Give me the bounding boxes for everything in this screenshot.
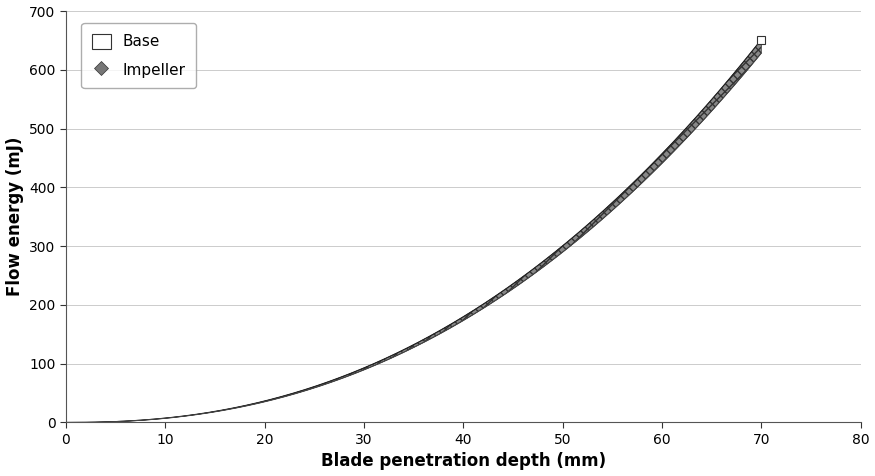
- Legend: Base, Impeller: Base, Impeller: [81, 23, 196, 89]
- Y-axis label: Flow energy (mJ): Flow energy (mJ): [5, 137, 24, 297]
- X-axis label: Blade penetration depth (mm): Blade penetration depth (mm): [321, 453, 606, 470]
